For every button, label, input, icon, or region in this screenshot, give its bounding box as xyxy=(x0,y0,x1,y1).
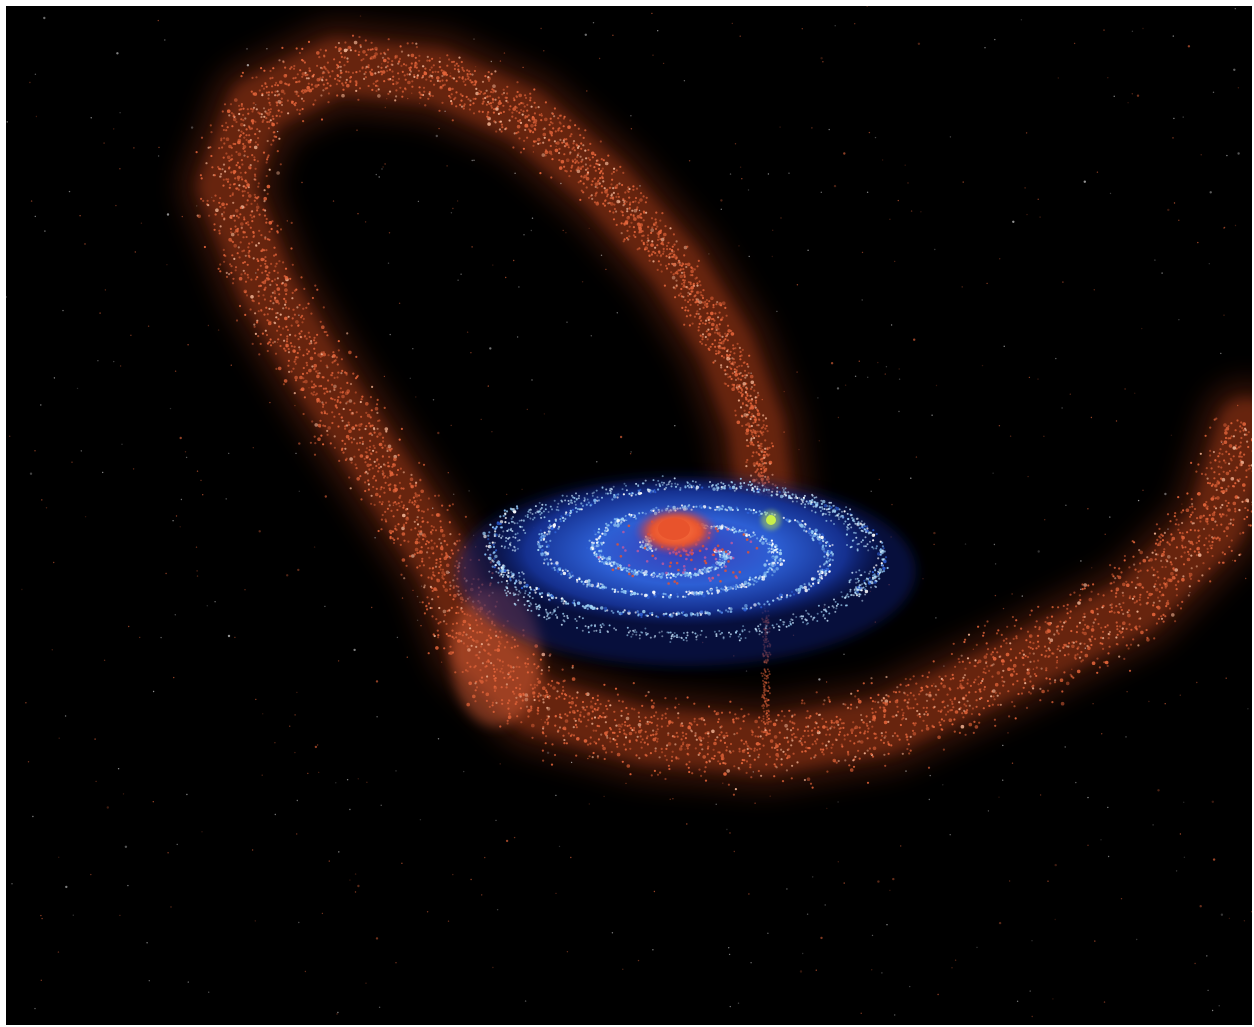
galaxy-simulation xyxy=(6,6,1252,1018)
satellite-core xyxy=(766,515,776,525)
galaxy-image xyxy=(6,6,1252,1025)
satellite-galaxy xyxy=(761,510,781,530)
tidal-stream-core xyxy=(198,38,1252,774)
tidal-stream-particles xyxy=(195,34,1252,796)
galactic-bulge xyxy=(634,507,718,555)
tidal-stream xyxy=(181,21,1252,791)
bulge-core xyxy=(658,518,690,540)
background-stars xyxy=(6,6,1252,1018)
spiral-arm-particles xyxy=(482,475,889,643)
